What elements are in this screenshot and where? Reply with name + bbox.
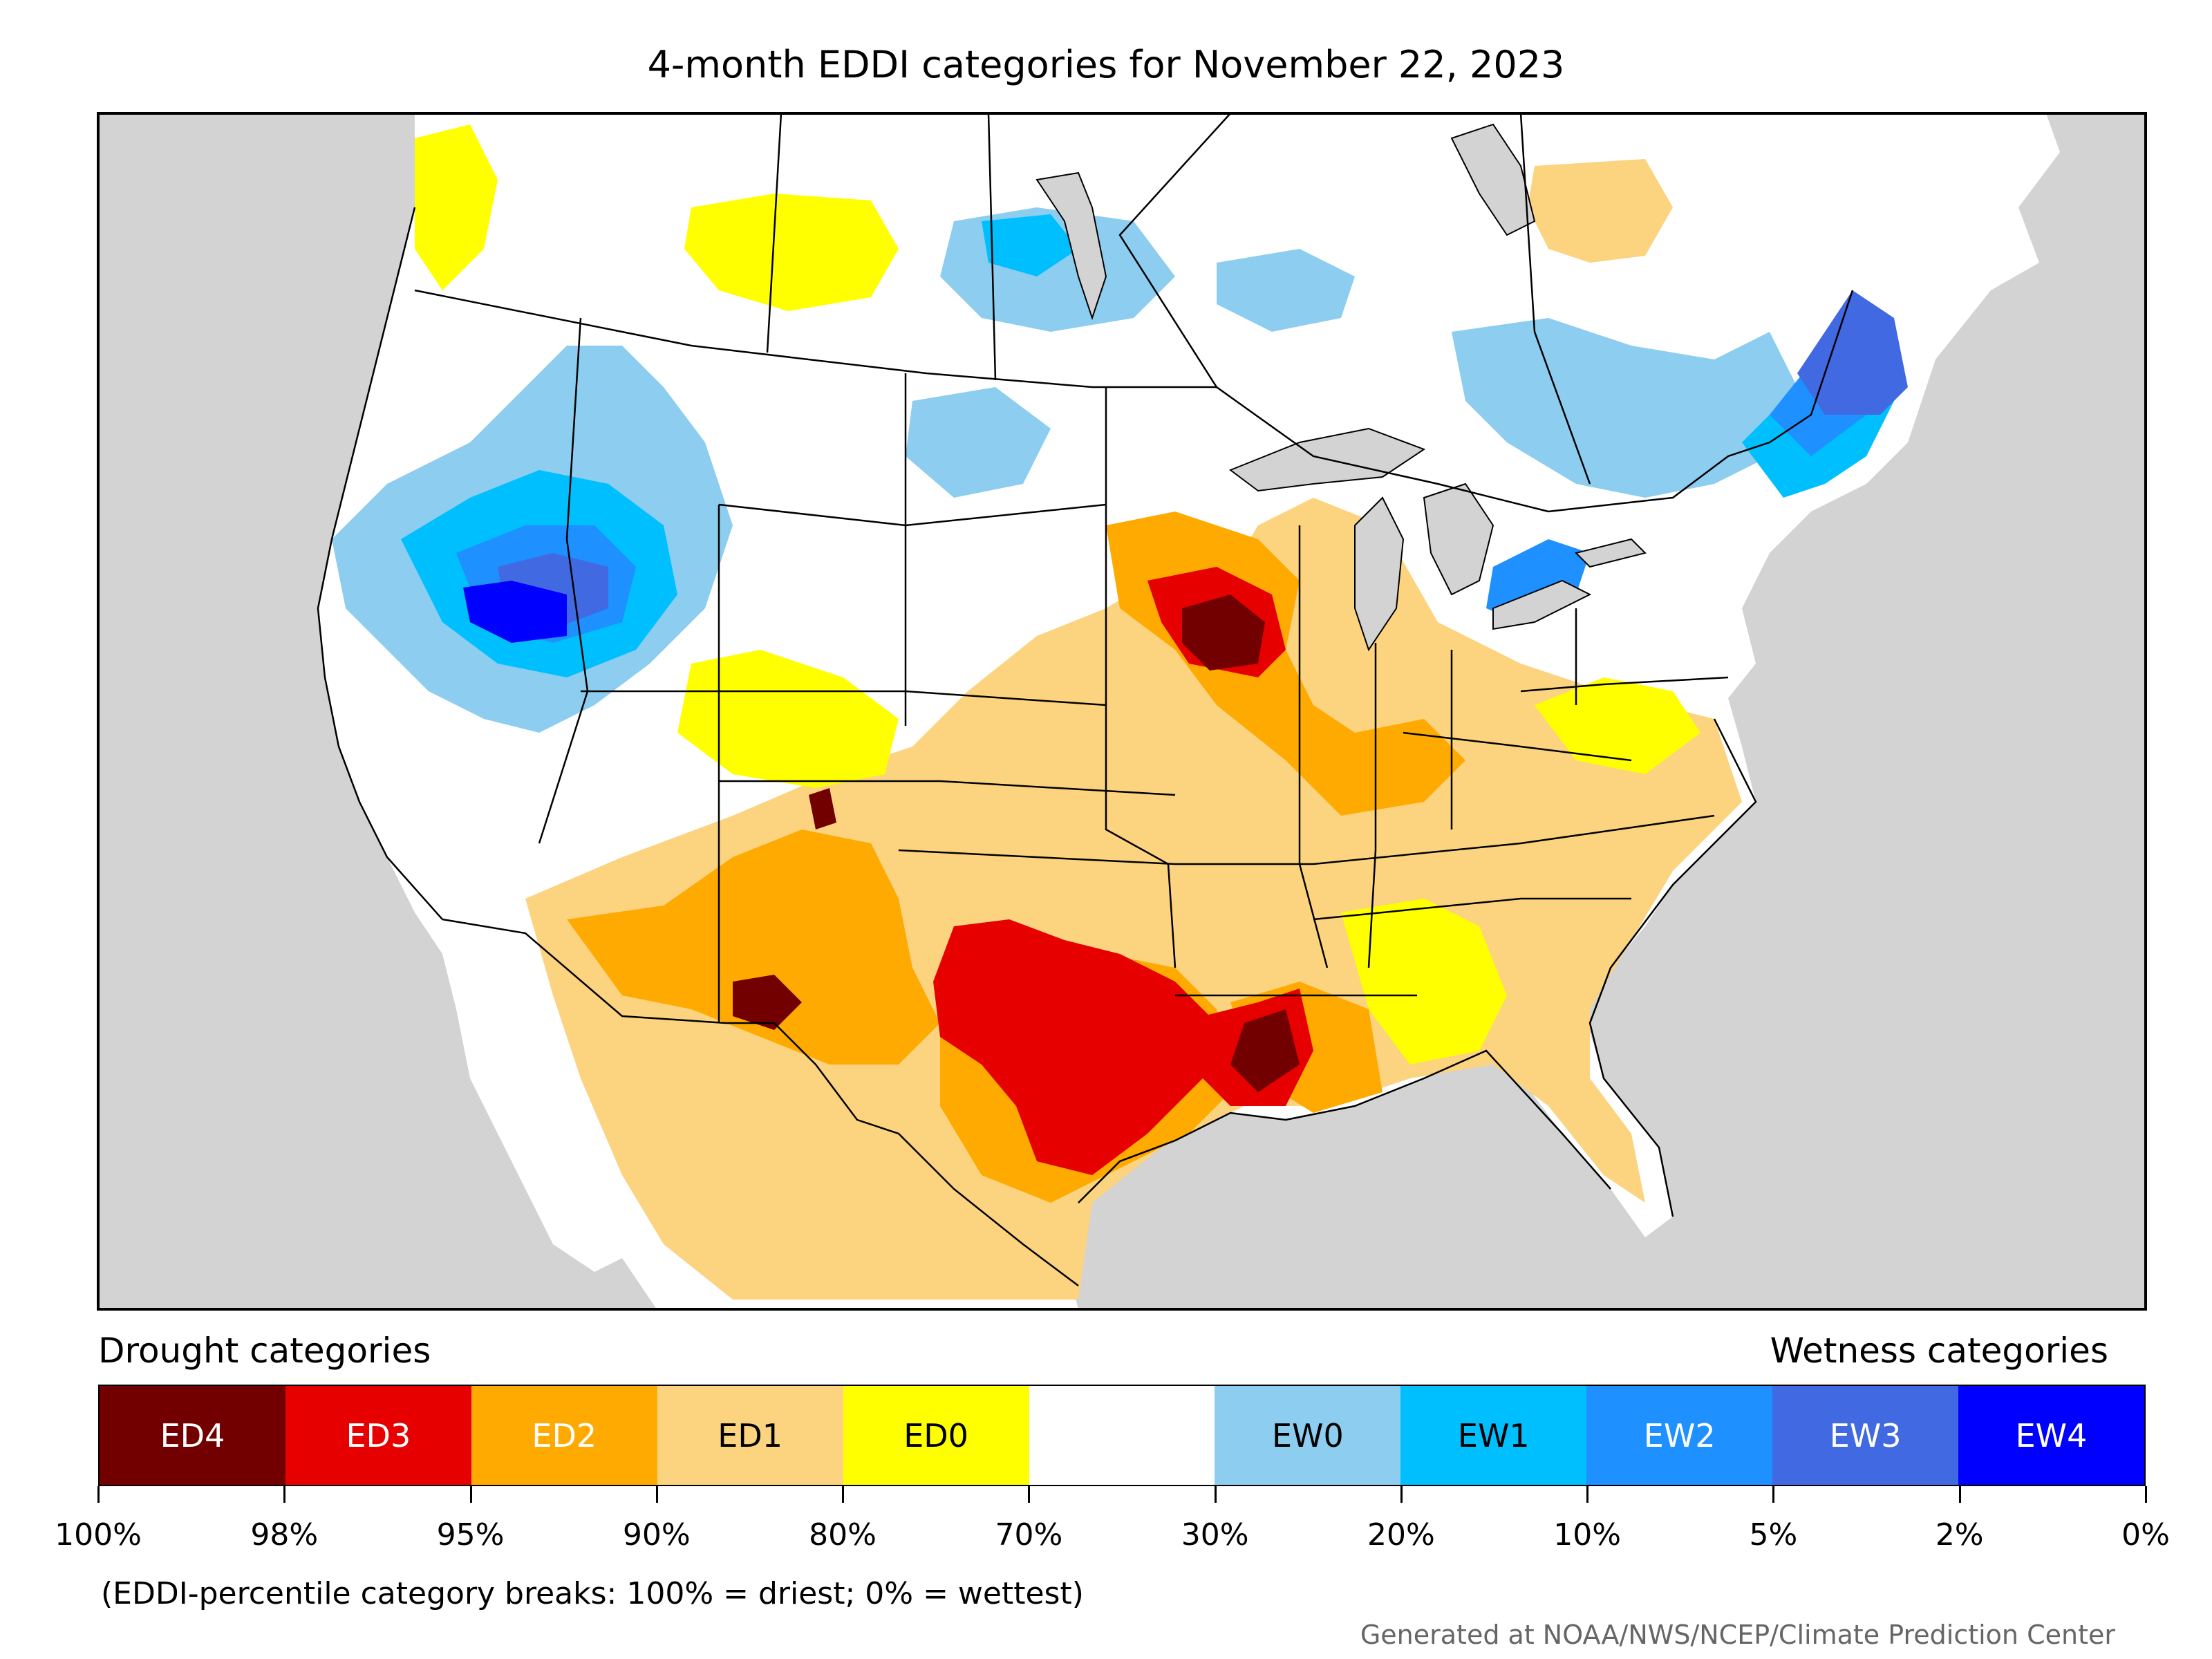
legend-cell-normal [1029, 1386, 1215, 1485]
legend-tick-label: 2% [1935, 1517, 1984, 1553]
credit-line: Generated at NOAA/NWS/NCEP/Climate Predi… [1360, 1620, 2115, 1650]
legend-cell-ed3: ED3 [285, 1386, 471, 1485]
legend-tick-mark [1214, 1486, 1217, 1503]
legend-tick-mark [97, 1486, 100, 1503]
legend-tick-mark [1028, 1486, 1031, 1503]
legend-ticks [97, 1486, 2147, 1507]
legend-tick-mark [842, 1486, 845, 1503]
legend-tick-mark [469, 1486, 472, 1503]
legend-cell-ew3: EW3 [1772, 1386, 1959, 1485]
legend-cell-ed0: ED0 [843, 1386, 1029, 1485]
legend-tick-mark [283, 1486, 286, 1503]
legend-tick-label: 0% [2121, 1517, 2170, 1553]
legend-tick-label: 90% [622, 1517, 691, 1553]
legend-cell-ed4: ED4 [100, 1386, 285, 1485]
legend-cell-ew1: EW1 [1400, 1386, 1587, 1485]
wetness-categories-heading: Wetness categories [1770, 1331, 2108, 1371]
legend-tick-mark [1772, 1486, 1775, 1503]
legend-tick-mark [1958, 1486, 1961, 1503]
category-legend: ED4 ED3 ED2 ED1 ED0 EW0 EW1 EW2 EW3 EW4 [98, 1385, 2146, 1486]
legend-tick-label: 20% [1367, 1517, 1435, 1553]
legend-tick-label: 80% [809, 1517, 877, 1553]
legend-tick-label: 5% [1749, 1517, 1798, 1553]
drought-categories-heading: Drought categories [98, 1331, 431, 1371]
political-boundaries [317, 113, 1854, 1286]
map-frame [97, 112, 2147, 1311]
legend-cell-ew4: EW4 [1958, 1386, 2144, 1485]
legend-tick-label: 100% [55, 1517, 142, 1553]
legend-cell-ew2: EW2 [1586, 1386, 1773, 1485]
category-patches [332, 124, 1908, 1300]
legend-tick-mark [655, 1486, 658, 1503]
legend-cell-ed1: ED1 [657, 1386, 843, 1485]
legend-cell-ew0: EW0 [1215, 1386, 1401, 1485]
legend-tick-mark [1400, 1486, 1403, 1503]
legend-tick-label: 95% [436, 1517, 505, 1553]
map-title: 4-month EDDI categories for November 22,… [647, 43, 1565, 86]
legend-tick-label: 98% [250, 1517, 319, 1553]
category-breaks-footnote: (EDDI-percentile category breaks: 100% =… [101, 1576, 1084, 1611]
legend-tick-mark [2145, 1486, 2147, 1503]
legend-tick-label: 10% [1553, 1517, 1622, 1553]
legend-tick-mark [1586, 1486, 1589, 1503]
legend-tick-label: 30% [1181, 1517, 1249, 1553]
legend-tick-label: 70% [995, 1517, 1063, 1553]
legend-cell-ed2: ED2 [471, 1386, 657, 1485]
